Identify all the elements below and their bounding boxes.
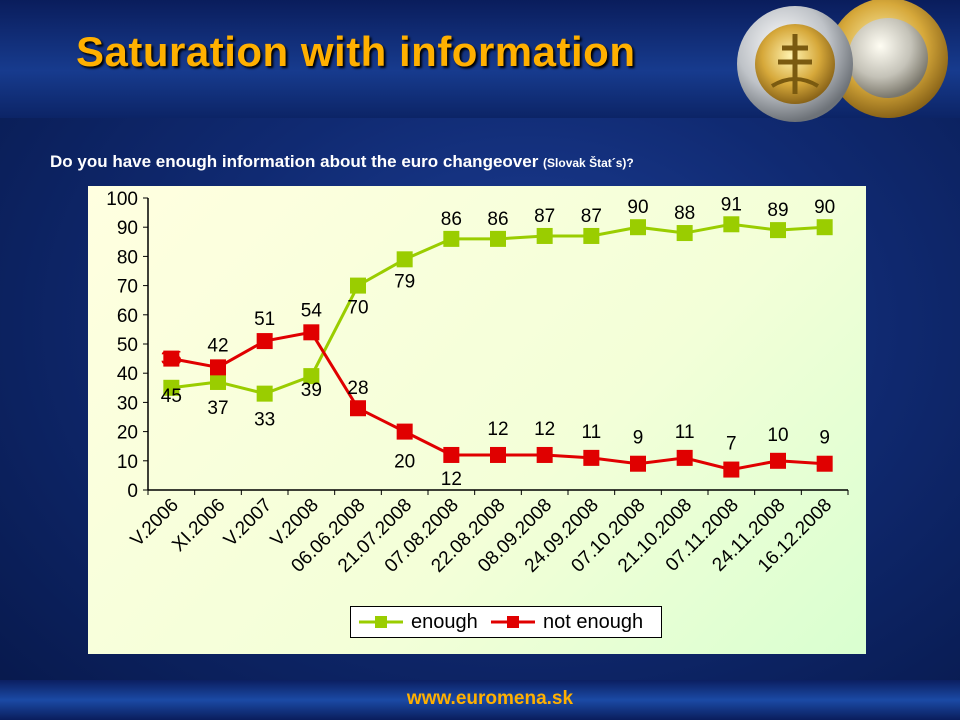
data-label-enough: 33 [254,410,275,431]
data-label-enough: 86 [487,209,508,230]
data-label-enough: 89 [767,200,788,221]
footer-url: www.euromena.sk [406,688,574,709]
data-point-enough [303,368,320,385]
data-point-enough [350,277,366,294]
data-point-enough [630,219,646,236]
slide-title: Saturation with information [76,28,636,75]
data-label-not-enough: 51 [254,309,275,330]
data-label-enough: 87 [581,206,602,227]
y-tick-label: 60 [117,306,138,327]
data-point-enough [443,230,460,247]
data-point-not-enough [536,446,553,463]
y-tick-label: 30 [117,393,138,414]
subtitle-source: (Slovak Štat´s)? [543,156,634,170]
data-point-not-enough [303,324,320,341]
data-label-not-enough: 35 [161,349,182,370]
data-label-enough: 45 [161,386,182,407]
data-point-enough [816,219,833,236]
data-label-not-enough: 12 [441,469,462,490]
footer-band [0,680,960,720]
data-point-enough [583,227,600,244]
data-point-enough [256,385,273,402]
data-label-enough: 70 [347,298,368,319]
data-point-enough [396,251,413,268]
data-label-not-enough: 54 [301,300,323,321]
y-tick-label: 50 [117,335,138,356]
data-label-not-enough: 7 [726,434,737,455]
data-label-enough: 88 [674,203,695,224]
data-point-not-enough [490,446,506,463]
data-point-not-enough [396,423,413,440]
y-tick-label: 80 [117,247,138,268]
data-point-not-enough [583,449,600,466]
chart-subtitle: Do you have enough information about the… [50,152,634,172]
y-tick-label: 20 [117,423,138,444]
data-label-not-enough: 28 [347,378,368,399]
data-point-not-enough [443,446,460,463]
data-point-enough [770,222,786,239]
data-point-not-enough [816,455,833,472]
legend-label-enough: enough [411,611,478,633]
legend-swatch-enough [359,616,403,628]
data-label-not-enough: 20 [394,452,415,473]
data-point-not-enough [163,350,180,367]
data-point-not-enough [350,400,366,417]
y-tick-label: 70 [117,277,138,298]
data-label-not-enough: 12 [534,419,555,440]
y-tick-label: 100 [106,189,138,210]
y-tick-label: 10 [117,452,138,473]
data-point-enough [676,225,693,242]
chart-legend: enough not enough [350,606,662,638]
data-point-not-enough [630,455,646,472]
data-label-enough: 87 [534,206,555,227]
data-point-not-enough [770,452,786,469]
data-label-not-enough: 12 [487,419,508,440]
subtitle-question: Do you have enough information about the… [50,152,544,171]
x-tick-label: XI.2006 [168,495,229,556]
data-label-not-enough: 11 [675,422,695,443]
x-tick-label: V.2007 [220,495,276,551]
line-chart: 0102030405060708090100V.2006XI.2006V.200… [106,189,849,577]
chart-background [88,186,866,654]
legend-label-not-enough: not enough [543,611,644,633]
data-point-enough [723,216,740,233]
data-point-enough [490,230,506,247]
data-label-enough: 90 [814,197,835,218]
data-label-not-enough: 9 [633,428,644,449]
data-point-enough [210,373,226,390]
data-point-enough [163,379,180,396]
data-point-not-enough [723,461,740,478]
y-tick-label: 0 [127,481,138,502]
data-point-not-enough [676,449,693,466]
legend-swatch-not-enough [491,616,535,628]
data-label-not-enough: 9 [819,428,830,449]
data-label-enough: 90 [627,197,648,218]
data-point-not-enough [210,359,226,376]
euro-coins-image [737,0,948,122]
data-label-not-enough: 10 [767,425,788,446]
data-label-not-enough: 42 [207,335,228,356]
data-point-enough [536,227,553,244]
y-tick-label: 40 [117,364,138,385]
data-label-enough: 86 [441,209,462,230]
y-tick-label: 90 [117,218,138,239]
data-label-enough: 79 [394,271,415,292]
data-label-not-enough: 11 [581,422,601,443]
data-label-enough: 91 [721,194,742,215]
data-label-enough: 39 [301,380,322,401]
data-point-not-enough [256,333,273,350]
data-label-enough: 37 [207,398,228,419]
